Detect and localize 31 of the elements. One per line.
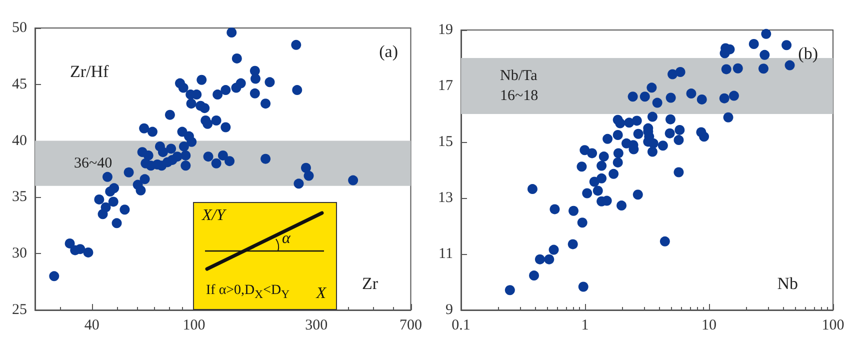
y-tick-label: 11: [438, 246, 453, 262]
y-tick-label: 30: [12, 246, 27, 262]
y-tick-label: 50: [12, 20, 27, 36]
y-tick-label: 25: [12, 302, 27, 318]
y-tick-label: 17: [438, 78, 454, 94]
annotation: X: [316, 285, 326, 303]
annotation: X/Y: [202, 207, 226, 225]
text: (b): [798, 44, 818, 63]
y-tick-label: 45: [12, 76, 27, 92]
band-label: 36~40: [74, 155, 112, 172]
x-tick-label: 100: [822, 318, 844, 334]
x-tick-label: 0.1: [452, 318, 470, 334]
x-tick-label: 10: [702, 318, 716, 334]
x-tick-label: 40: [84, 318, 100, 334]
band-label: Nb/Ta 16~18: [500, 68, 538, 104]
y-tick-label: 13: [438, 190, 453, 206]
y-tick-label: 9: [446, 302, 453, 318]
y-tick-label: 19: [438, 22, 453, 38]
text: (a): [379, 42, 398, 61]
x-axis-title: Nb: [777, 274, 798, 293]
y-axis-title: Zr/Hf: [70, 62, 110, 81]
y-tick-label: 15: [438, 134, 453, 150]
x-tick-label: 300: [305, 318, 328, 334]
x-tick-label: 1: [581, 318, 589, 334]
annotation: If α>0,D$_{X}$<D$_{Y}$: [206, 283, 290, 301]
x-tick-label: 100: [182, 318, 206, 334]
y-tick-label: 35: [12, 189, 27, 206]
x-axis-title: Zr: [362, 274, 378, 293]
x-tick-label: 700: [400, 318, 422, 334]
y-tick-label: 40: [12, 132, 27, 149]
annotation: α: [282, 230, 290, 248]
